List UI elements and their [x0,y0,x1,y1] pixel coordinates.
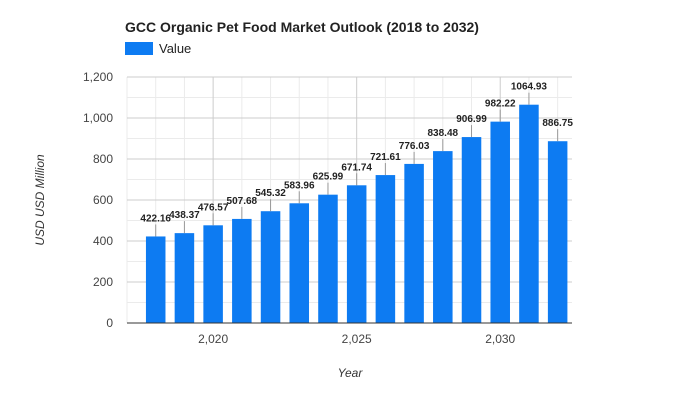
data-label: 671.74 [341,162,372,173]
data-label: 776.03 [399,141,430,152]
bar [461,137,482,323]
y-tick-label: 1,000 [83,111,113,125]
data-label: 625.99 [313,172,344,183]
bar [289,203,310,323]
bar [490,121,510,323]
data-label: 886.75 [542,118,573,129]
data-label: 438.37 [169,210,200,221]
y-tick-label: 600 [93,193,113,207]
data-label: 476.57 [198,202,229,213]
y-tick-label: 800 [93,152,113,166]
bar [404,163,424,323]
data-label: 982.22 [485,99,516,110]
bar [174,233,195,323]
data-label: 507.68 [227,196,258,207]
data-label: 422.16 [140,213,171,224]
data-label: 906.99 [456,114,487,125]
bar [519,104,539,323]
bar [346,185,367,323]
legend-label: Value [159,41,191,56]
y-tick-label: 200 [93,275,113,289]
bar [203,225,223,323]
x-tick-label: 2,020 [198,332,228,346]
y-tick-label: 1,200 [83,70,113,84]
x-tick-label: 2,025 [342,332,372,346]
y-tick-label: 400 [93,234,113,248]
bar [232,218,252,323]
bars [145,104,568,323]
legend: Value [125,41,191,56]
chart-title: GCC Organic Pet Food Market Outlook (201… [125,19,479,35]
bar [260,211,281,323]
y-tick-label: 0 [106,316,113,330]
data-label: 721.61 [370,152,401,163]
bar [318,194,338,323]
data-label: 838.48 [428,128,459,139]
data-label: 1064.93 [511,82,548,93]
bar [433,151,453,323]
data-labels: 422.16438.37476.57507.68545.32583.96625.… [140,82,573,237]
x-tick-label: 2,030 [485,332,515,346]
x-axis-title: Year [338,366,364,380]
y-axis-title: USD USD Million [33,154,47,246]
legend-swatch [125,42,153,55]
data-label: 545.32 [255,188,286,199]
bar [145,236,166,323]
bar [375,175,396,323]
bar [547,141,568,323]
data-label: 583.96 [284,180,315,191]
